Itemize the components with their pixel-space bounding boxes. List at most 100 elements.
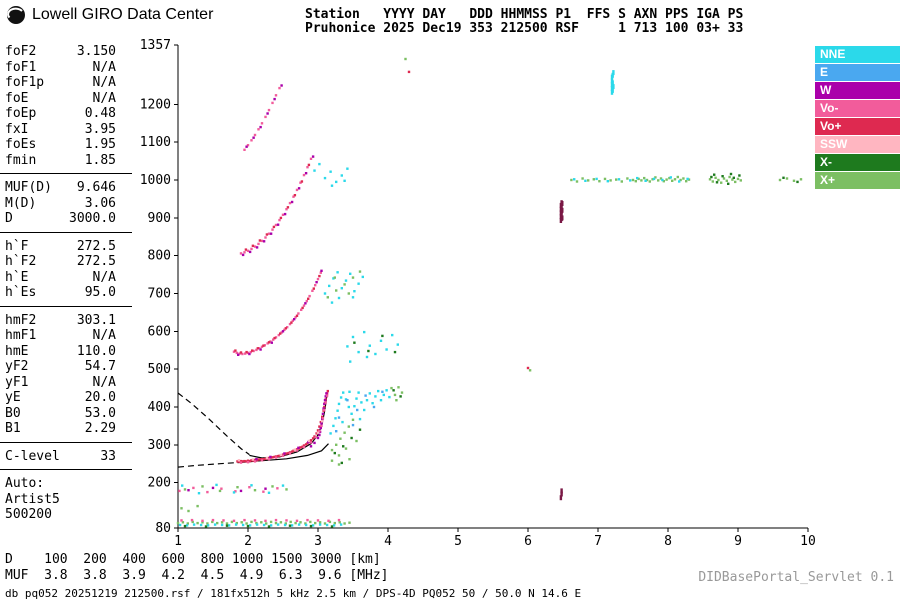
- legend-item-e: E: [815, 64, 900, 81]
- param-value: 95.0: [84, 285, 116, 300]
- series-cusp-scatter-nne-cyan: [329, 389, 391, 435]
- param-name: h`F2: [5, 254, 37, 269]
- series-f2hop-magenta: [237, 269, 323, 356]
- param-value: 303.1: [76, 312, 116, 328]
- direction-legend: NNE E W Vo- Vo+ SSW X- X+: [815, 46, 900, 190]
- param-value: 0.48: [84, 106, 116, 121]
- svg-text:10: 10: [800, 534, 816, 549]
- param-name: M(D): [5, 195, 37, 211]
- series-f2hop-red: [234, 274, 321, 354]
- param-row: foF1 N/A: [0, 60, 132, 76]
- series-f3hop-red: [244, 163, 311, 251]
- series-row-180km-green: [183, 485, 288, 493]
- param-value: N/A: [92, 328, 116, 343]
- param-row: hmF1 N/A: [0, 328, 132, 344]
- param-row: C-level 33: [0, 449, 132, 465]
- svg-text:3: 3: [314, 534, 322, 549]
- series-f2hop-pink: [232, 271, 322, 356]
- svg-text:9: 9: [734, 534, 742, 549]
- logo-text: Lowell GIRO Data Center: [32, 6, 214, 23]
- param-name: h`F: [5, 238, 29, 254]
- svg-text:1200: 1200: [140, 97, 171, 112]
- svg-text:7: 7: [594, 534, 602, 549]
- series-es-row-darkgreen: [183, 524, 334, 528]
- series-midscatter-darkgreen: [353, 334, 397, 354]
- param-row: yF2 54.7: [0, 359, 132, 375]
- series-f3hop-pink: [239, 157, 313, 255]
- param-value: 3000.0: [69, 211, 116, 226]
- param-row: B1 2.29: [0, 421, 132, 437]
- data-source-line: db pq052 20251219 212500.rsf / 181fx512h…: [5, 587, 582, 600]
- legend-item-xplus: X+: [815, 172, 900, 189]
- svg-text:1: 1: [174, 534, 182, 549]
- series-f3hop-magenta: [241, 155, 315, 257]
- series-f2hop-scatter-cyan: [323, 271, 364, 304]
- overlay-hprime-trace: [249, 393, 328, 459]
- legend-item-w: W: [815, 82, 900, 99]
- param-value: 110.0: [76, 343, 116, 359]
- legend-item-ssw: SSW: [815, 136, 900, 153]
- servlet-version-label: DIDBasePortal_Servlet 0.1: [698, 570, 894, 585]
- svg-text:8: 8: [664, 534, 672, 549]
- series-f3hop-scatter-cyan: [313, 162, 349, 187]
- param-text: Auto:: [5, 476, 45, 491]
- param-row: yE 20.0: [0, 390, 132, 406]
- param-name: C-level: [5, 448, 60, 464]
- svg-text:1357: 1357: [140, 38, 171, 53]
- series-cusp-scatter-x-plus-green: [330, 386, 404, 466]
- series-row-180km-pink: [178, 486, 279, 494]
- param-value: 3.06: [84, 195, 116, 211]
- series-f1-trace-vo-plus-red: [236, 389, 329, 463]
- series-vert-6p5-maroon: [559, 200, 564, 501]
- giro-globe-icon: [7, 6, 25, 24]
- series-midscatter-cyan: [346, 330, 399, 363]
- param-row: hmF2 303.1: [0, 313, 132, 329]
- param-row: fmin 1.85: [0, 153, 132, 169]
- panel-divider: [0, 469, 132, 470]
- svg-text:80: 80: [155, 521, 171, 536]
- svg-text:6: 6: [524, 534, 532, 549]
- param-value: N/A: [92, 374, 116, 390]
- param-name: foF1p: [5, 75, 45, 90]
- param-row: h`Es 95.0: [0, 285, 132, 301]
- param-row: foF2 3.150: [0, 44, 132, 60]
- param-value: 3.95: [84, 121, 116, 137]
- series-f2hop-scatter-green: [326, 270, 362, 299]
- param-name: D: [5, 211, 13, 226]
- legend-item-xminus: X-: [815, 154, 900, 171]
- param-value: 54.7: [84, 359, 116, 374]
- legend-item-nne: NNE: [815, 46, 900, 63]
- series-stray-dots-red: [407, 70, 530, 370]
- param-value: 9.646: [76, 180, 116, 195]
- param-name: foE: [5, 90, 29, 106]
- svg-text:4: 4: [384, 534, 392, 549]
- param-text-row: Artist5: [0, 492, 132, 508]
- overlay-hprime-extrapolation: [177, 392, 250, 456]
- panel-divider: [0, 231, 132, 233]
- series-row-180km-cyan: [181, 483, 285, 495]
- param-name: hmE: [5, 343, 29, 359]
- svg-text:1000: 1000: [140, 173, 171, 188]
- param-row: yF1 N/A: [0, 375, 132, 391]
- param-row: fxI 3.95: [0, 122, 132, 138]
- param-name: h`E: [5, 269, 29, 285]
- svg-text:2: 2: [244, 534, 252, 549]
- svg-text:700: 700: [148, 286, 171, 301]
- overlay-profile-extrapolation: [177, 462, 238, 468]
- series-row-180km-magenta: [187, 486, 267, 493]
- svg-text:200: 200: [148, 476, 171, 491]
- param-name: fxI: [5, 121, 29, 137]
- param-name: foF2: [5, 44, 37, 59]
- param-row: h`F2 272.5: [0, 254, 132, 270]
- series-stray-dots-green: [180, 57, 532, 513]
- param-name: B0: [5, 405, 21, 421]
- param-value: 53.0: [84, 405, 116, 421]
- station-header-labels: Station YYYY DAY DDD HHMMSS P1 FFS S AXN…: [305, 7, 744, 22]
- series-cusp-scatter-e-blue: [335, 390, 384, 433]
- param-name: hmF1: [5, 328, 37, 343]
- param-value: 2.29: [84, 421, 116, 436]
- svg-text:300: 300: [148, 438, 171, 453]
- d-muf-table: D 100 200 400 600 800 1000 1500 3000 [km…: [5, 552, 389, 583]
- svg-text:5: 5: [454, 534, 462, 549]
